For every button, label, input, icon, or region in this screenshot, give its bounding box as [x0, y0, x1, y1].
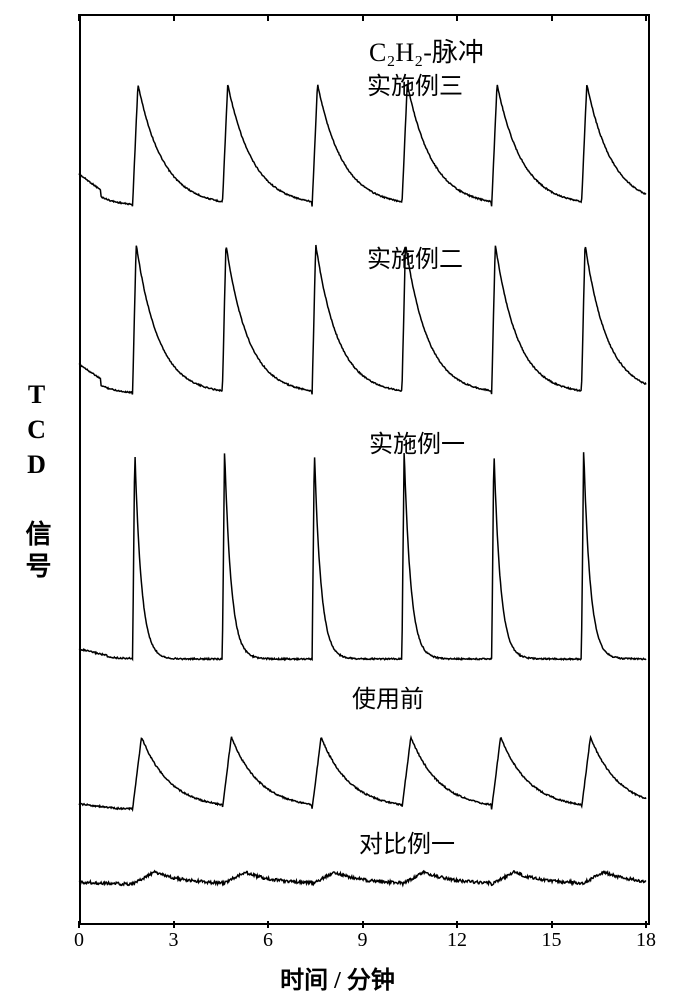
figure: TCD 信号 时间 / 分钟 0369121518C₂H₂-脉冲实施例三实施例二… — [0, 0, 675, 1000]
trace-实施例一 — [79, 452, 646, 660]
x-tick-label: 6 — [263, 929, 273, 952]
x-tick-label: 0 — [74, 929, 84, 952]
trace-使用前 — [79, 737, 646, 810]
traces-svg — [79, 14, 646, 921]
x-tick — [551, 921, 553, 928]
y-axis-label: TCD 信号 — [18, 380, 55, 584]
x-tick — [78, 921, 80, 928]
x-tick-label: 18 — [636, 929, 656, 952]
x-axis-label: 时间 / 分钟 — [0, 960, 675, 995]
x-tick — [267, 921, 269, 928]
x-tick — [362, 921, 364, 928]
x-tick-label: 9 — [358, 929, 368, 952]
x-tick — [456, 921, 458, 928]
x-tick-label: 3 — [169, 929, 179, 952]
trace-实施例三 — [79, 85, 646, 207]
x-tick-label: 12 — [447, 929, 467, 952]
x-tick-label: 15 — [542, 929, 562, 952]
x-tick — [645, 921, 647, 928]
trace-实施例二 — [79, 245, 646, 394]
trace-对比例一 — [79, 871, 646, 886]
x-tick — [173, 921, 175, 928]
